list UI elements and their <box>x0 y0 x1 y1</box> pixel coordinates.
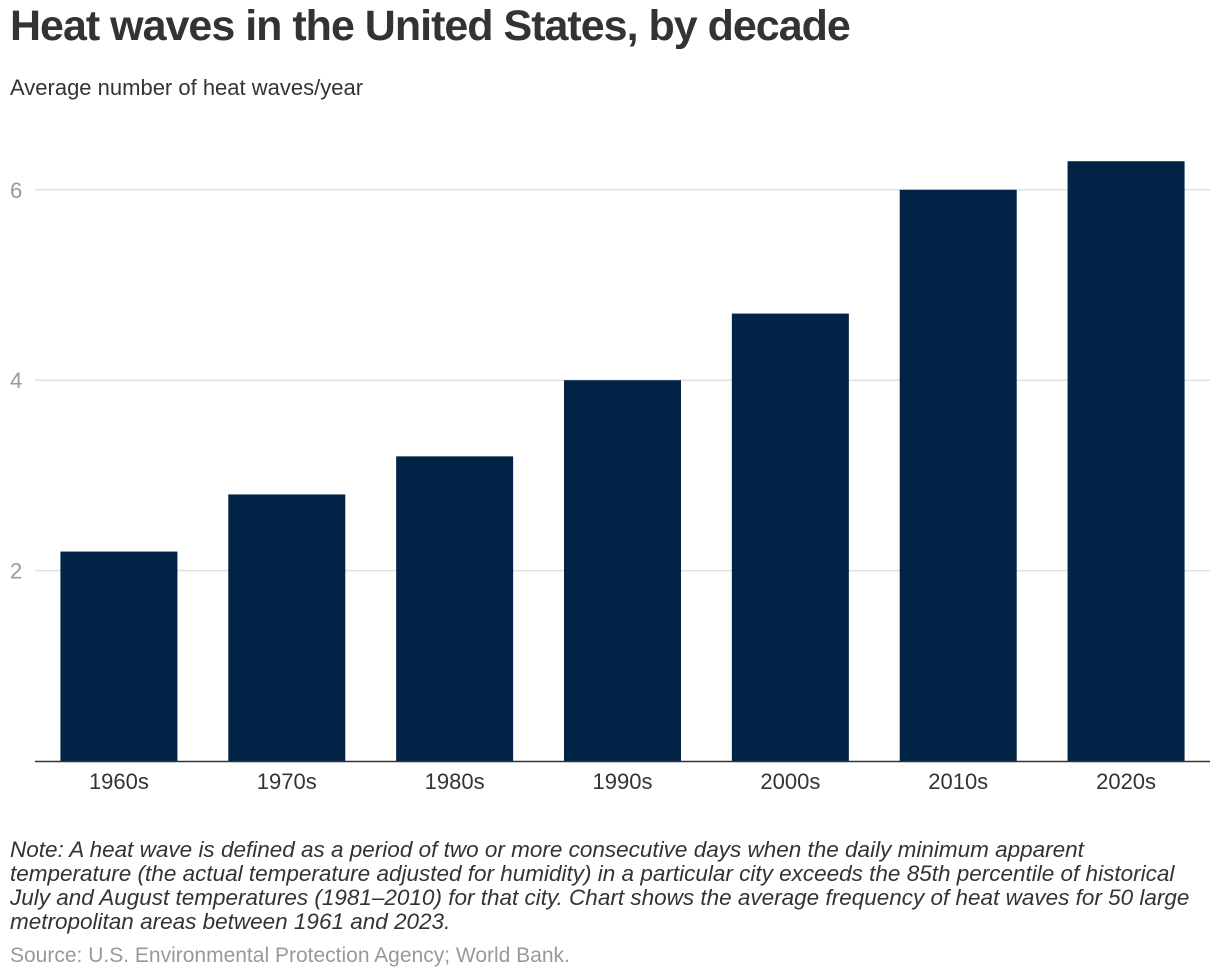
x-tick-label: 1990s <box>593 769 653 794</box>
chart-title: Heat waves in the United States, by deca… <box>10 2 851 50</box>
x-axis: 1960s 1970s 1980s 1990s 2000s 2010s 2020s <box>35 760 1210 794</box>
bar-2000s <box>731 313 849 761</box>
x-tick-label: 1980s <box>425 769 485 794</box>
bar-1970s <box>228 494 346 761</box>
chart-subtitle: Average number of heat waves/year <box>10 75 364 100</box>
chart-source: Source: U.S. Environmental Protection Ag… <box>10 944 570 967</box>
bar-2010s <box>899 189 1017 762</box>
x-tick-label: 2010s <box>928 769 988 794</box>
y-tick-label: 4 <box>10 368 22 393</box>
bars <box>60 161 1185 762</box>
x-tick-label: 1970s <box>257 769 317 794</box>
bar-2020s <box>1067 161 1185 762</box>
bar-chart: 2 4 6 1960s 1970s 1980s 1990s 2000s 2010s 2020s <box>10 161 1210 794</box>
x-tick-label: 2000s <box>760 769 820 794</box>
bar-1980s <box>396 456 514 761</box>
bar-1990s <box>564 380 681 761</box>
bar-1960s <box>60 551 178 761</box>
x-tick-label: 2020s <box>1096 769 1156 794</box>
y-tick-label: 2 <box>10 559 22 584</box>
x-tick-label: 1960s <box>89 769 149 794</box>
chart-note: Note: A heat wave is defined as a period… <box>10 837 1190 934</box>
y-tick-label: 6 <box>10 178 22 203</box>
